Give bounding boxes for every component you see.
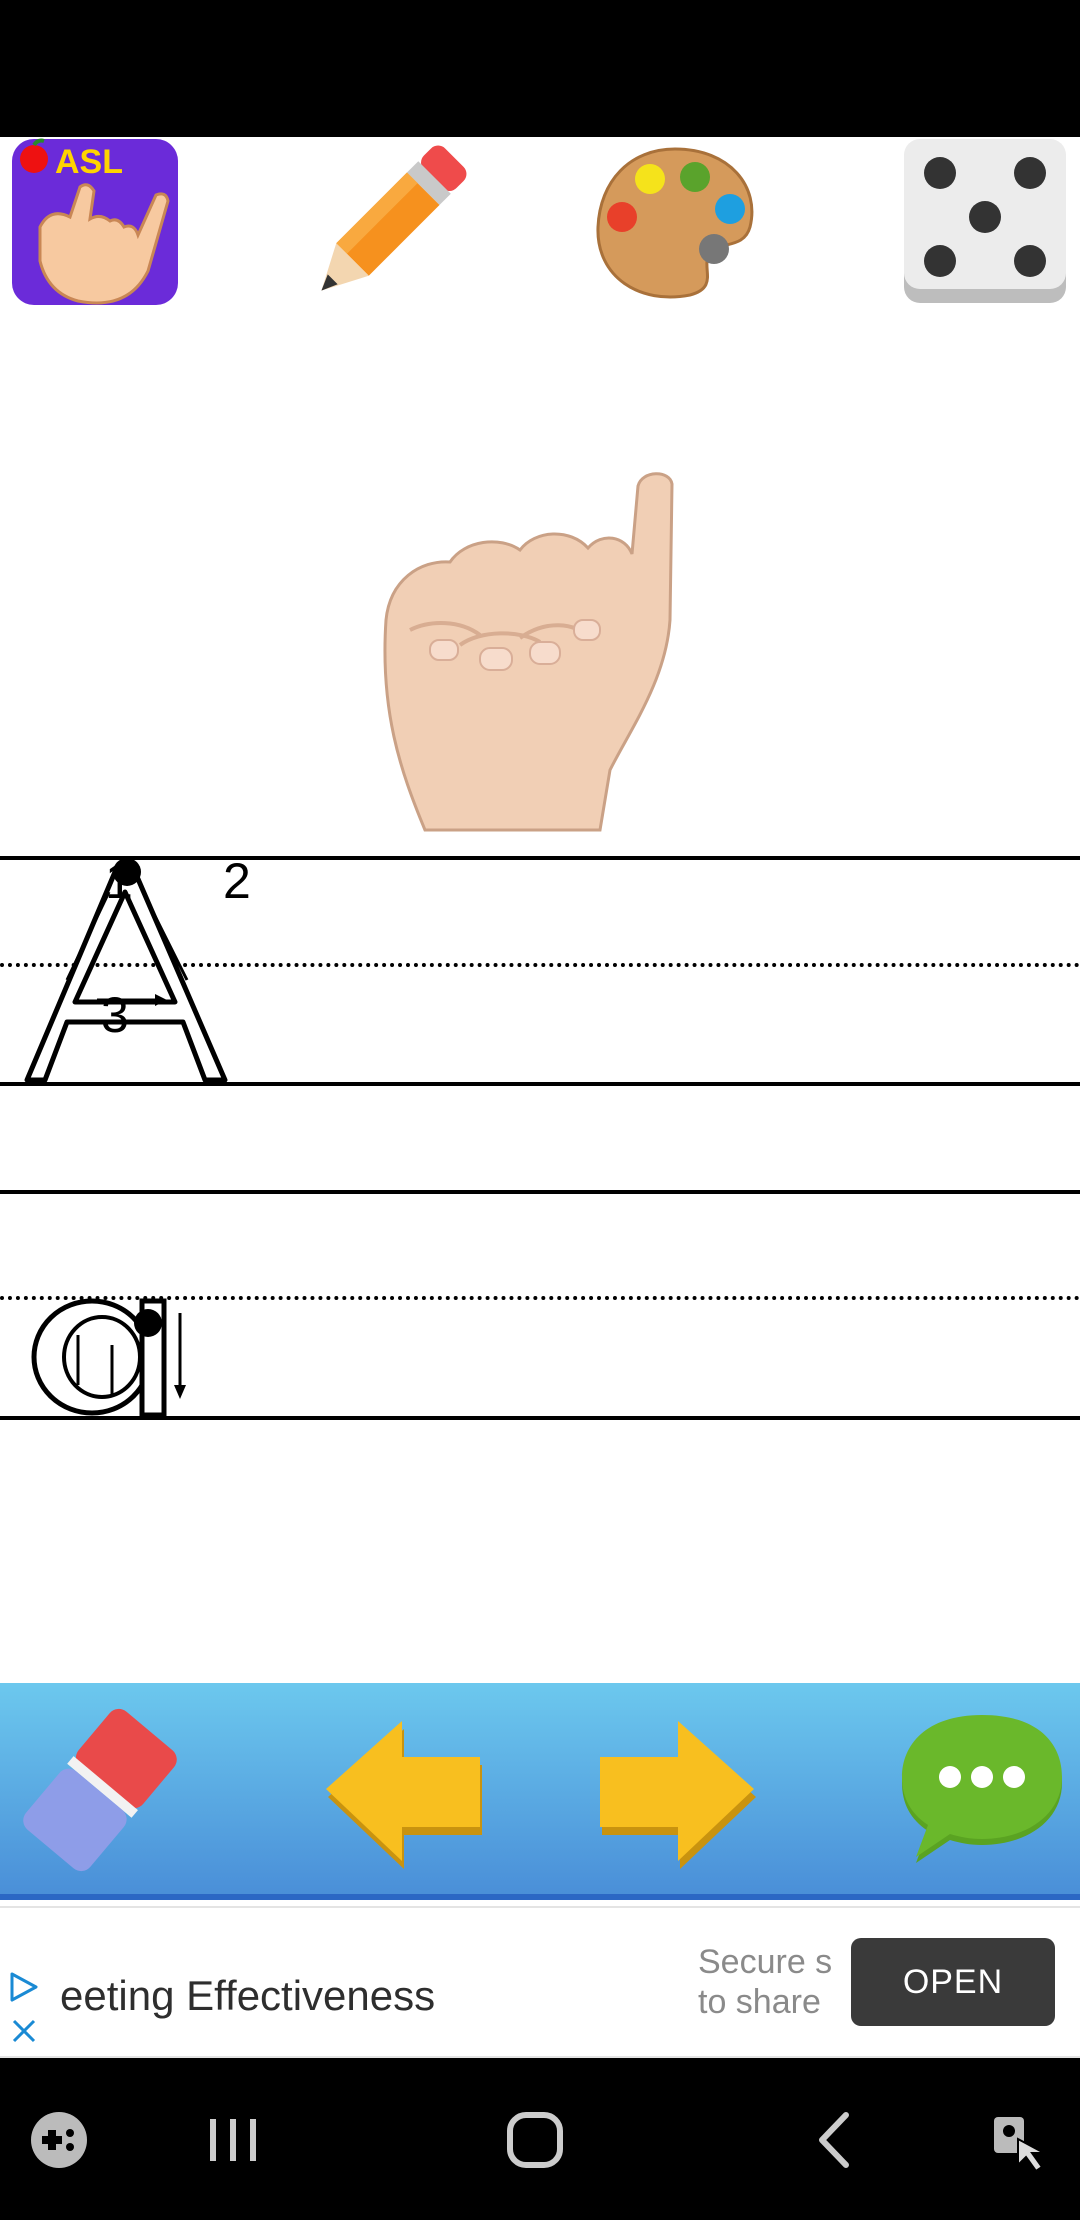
- ad-open-button[interactable]: OPEN: [851, 1938, 1055, 2026]
- status-bar: [0, 0, 1080, 137]
- chat-bubble-icon[interactable]: [900, 1705, 1065, 1875]
- ad-subtext-line-2: to share: [698, 1983, 821, 2021]
- writing-line-mid: [0, 963, 1080, 967]
- ad-subtext-line-1: Secure s: [698, 1943, 833, 1981]
- ad-subtext[interactable]: Secure s to share: [698, 1942, 850, 2022]
- back-icon[interactable]: [802, 2105, 872, 2175]
- uppercase-letter-tracing[interactable]: 1 2 3 A: [15, 852, 335, 1087]
- asl-hand-sign-image: [383, 472, 674, 832]
- uppercase-letter-value: A: [15, 852, 16, 853]
- writing-line-mid-2: [0, 1296, 1080, 1300]
- arrow-left-icon[interactable]: [318, 1705, 488, 1875]
- ad-close-icon[interactable]: [8, 2015, 40, 2047]
- asl-app-logo-icon[interactable]: ASL: [10, 137, 180, 307]
- palette-icon[interactable]: [590, 137, 760, 307]
- system-nav-bar: [0, 2058, 1080, 2220]
- ad-headline[interactable]: eeting Effectiveness: [60, 1972, 436, 2019]
- lowercase-letter-tracing[interactable]: a: [30, 1295, 200, 1420]
- home-icon[interactable]: [500, 2105, 570, 2175]
- game-launcher-icon[interactable]: [24, 2105, 94, 2175]
- lowercase-letter-value: a: [30, 1295, 31, 1296]
- arrow-right-icon[interactable]: [592, 1705, 762, 1875]
- stroke-number-3: 3: [101, 987, 129, 1043]
- recent-apps-icon[interactable]: [198, 2105, 268, 2175]
- writing-line-base: [0, 1082, 1080, 1086]
- writing-line-top-2: [0, 1190, 1080, 1194]
- stroke-number-1: 1: [105, 853, 133, 909]
- asl-logo-text: ASL: [55, 143, 123, 181]
- bottom-toolbar: [0, 1683, 1080, 1900]
- ad-choices-icon[interactable]: [6, 1970, 40, 2004]
- pencil-icon[interactable]: [305, 137, 475, 307]
- eraser-icon[interactable]: [20, 1705, 180, 1875]
- writing-line-base-2: [0, 1416, 1080, 1420]
- writing-line-top: [0, 856, 1080, 860]
- accessibility-icon[interactable]: [984, 2105, 1054, 2175]
- dice-icon[interactable]: [900, 137, 1070, 307]
- stroke-number-2: 2: [223, 853, 251, 909]
